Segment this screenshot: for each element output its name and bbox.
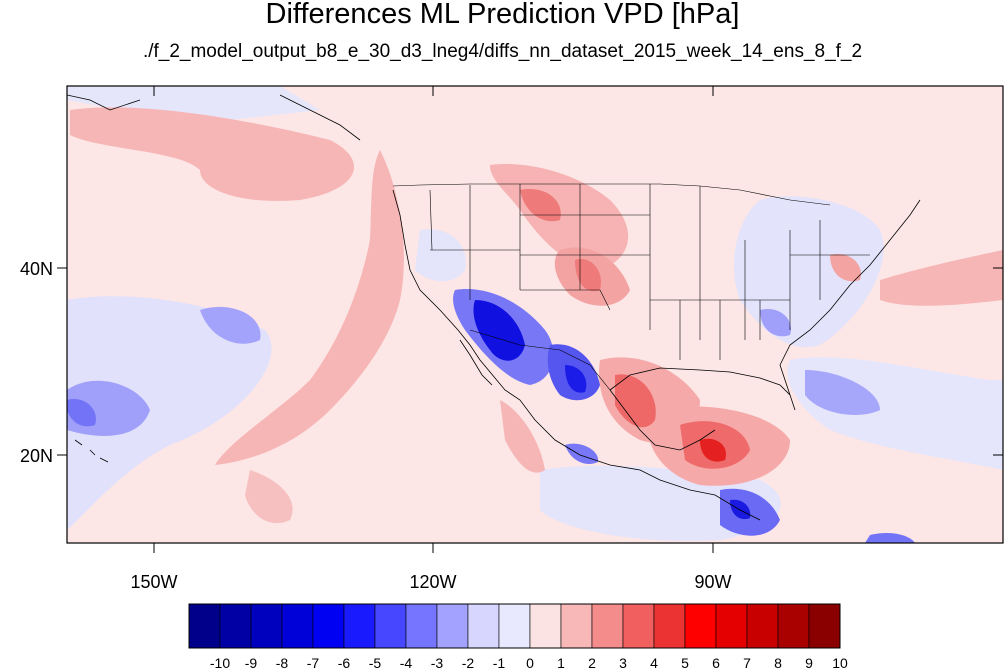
- map-frame: [66, 85, 1004, 544]
- pacific-coastline: [392, 189, 761, 521]
- colorbar-swatch: [250, 603, 283, 649]
- lat-label-20n: 20N: [20, 446, 53, 466]
- east-pacific-salmon-patch: [245, 470, 293, 524]
- colorbar-label: 4: [650, 655, 658, 671]
- colorbar-swatch: [312, 603, 345, 649]
- colorbar-swatch: [746, 603, 779, 649]
- chart-subtitle: ./f_2_model_output_b8_e_30_d3_lneg4/diff…: [142, 41, 863, 62]
- west-coast-salmon-band: [215, 150, 404, 465]
- lon-label-150w: 150W: [130, 572, 177, 592]
- aleutian-coastline: [67, 94, 141, 111]
- axis-ticks: [57, 86, 1003, 553]
- mexico-blue-core: [565, 365, 587, 393]
- colorbar-swatch: [622, 603, 655, 649]
- map-plot-area: [67, 86, 1003, 543]
- colorbar-label: -5: [369, 655, 382, 671]
- colorbar-label: 2: [588, 655, 596, 671]
- colorbar-swatch: [405, 603, 438, 649]
- us-state-borders: [392, 183, 870, 391]
- colorbar-swatch: [808, 603, 841, 649]
- colorbar-label: 3: [619, 655, 627, 671]
- colorbar-label: -6: [338, 655, 351, 671]
- kansas-red-patch: [575, 259, 601, 292]
- plains-red-patch: [520, 189, 561, 222]
- negative-regions: [67, 289, 915, 543]
- colorbar-swatch: [560, 603, 593, 649]
- state-lines: [429, 184, 870, 360]
- central-america-blue-core: [730, 499, 751, 520]
- colorbar-label: -3: [431, 655, 444, 671]
- us-mexico-border: [469, 329, 611, 391]
- us-canada-border: [392, 183, 831, 206]
- north-atlantic-salmon-region: [880, 250, 1003, 306]
- gulf-red-core: [700, 438, 726, 462]
- gulf-atlantic-coastline: [609, 199, 921, 411]
- baja-coastline: [459, 339, 493, 386]
- colorbar-label: 0: [526, 655, 534, 671]
- colorbar-frame: [188, 603, 841, 649]
- south-edge-blue-patch: [865, 532, 915, 543]
- colorbar-swatch: [529, 603, 562, 649]
- north-pacific-light-region: [67, 86, 320, 120]
- hawaii-west-blue-core: [67, 399, 96, 427]
- colorbar-swatch: [343, 603, 376, 649]
- chart-title: Differences ML Prediction VPD [hPa]: [265, 0, 740, 30]
- colorbar-swatch: [436, 603, 469, 649]
- new-england-salmon-region: [830, 254, 861, 282]
- colorbar-label: -9: [245, 655, 258, 671]
- colorbar-swatch: [777, 603, 810, 649]
- mexico-gulf-coastline: [609, 389, 716, 451]
- colorbar-swatch: [715, 603, 748, 649]
- colorbar-swatch: [653, 603, 686, 649]
- colorbar-swatch: [281, 603, 314, 649]
- colorbar-swatch: [219, 603, 252, 649]
- colorbar-label: 8: [774, 655, 782, 671]
- southeast-us-blue-patch: [760, 309, 791, 337]
- colorbar-label: -10: [210, 655, 230, 671]
- colorbar-label: -4: [400, 655, 413, 671]
- colorbar-label: 7: [743, 655, 751, 671]
- pacific-light-blue-region: [67, 296, 272, 530]
- north-pacific-salmon-band: [70, 107, 354, 201]
- colorbar-label: 5: [681, 655, 689, 671]
- colorbar-swatch: [467, 603, 500, 649]
- colorbar-label: 10: [832, 655, 848, 671]
- colorbar-label: -1: [493, 655, 506, 671]
- colorbar-label: -2: [462, 655, 475, 671]
- pacific-blue-patch: [200, 306, 261, 344]
- mexico-pacific-salmon-region: [500, 400, 545, 473]
- alaska-coastline: [279, 94, 361, 141]
- colorbar-label: 9: [805, 655, 813, 671]
- lat-label-40n: 40N: [20, 259, 53, 279]
- axis-labels: 150W 120W 90W 40N 20N: [20, 259, 732, 592]
- lon-label-90w: 90W: [694, 572, 731, 592]
- mexico-south-blue-patch: [565, 443, 599, 465]
- colorbar-swatch: [374, 603, 407, 649]
- colorbar-label: -7: [307, 655, 320, 671]
- colorbar-label: 6: [712, 655, 720, 671]
- colorbar: -10 -9 -8 -7 -6 -5 -4 -3 -2 -1 0 1 2 3 4 5 6 7 8 9 10: [188, 603, 848, 671]
- colorbar-label: -8: [276, 655, 289, 671]
- colorbar-swatch: [591, 603, 624, 649]
- colorbar-swatch: [498, 603, 531, 649]
- colorbar-label: 1: [557, 655, 565, 671]
- coastlines: [67, 94, 921, 521]
- hawaii-islands: [74, 439, 109, 463]
- texas-red-core: [615, 374, 656, 428]
- caribbean-blue-region: [805, 370, 880, 415]
- lon-label-120w: 120W: [409, 572, 456, 592]
- rockies-light-blue-region: [415, 229, 466, 282]
- colorbar-swatch: [188, 603, 221, 649]
- colorbar-swatch: [684, 603, 717, 649]
- southwest-blue-core: [473, 300, 525, 361]
